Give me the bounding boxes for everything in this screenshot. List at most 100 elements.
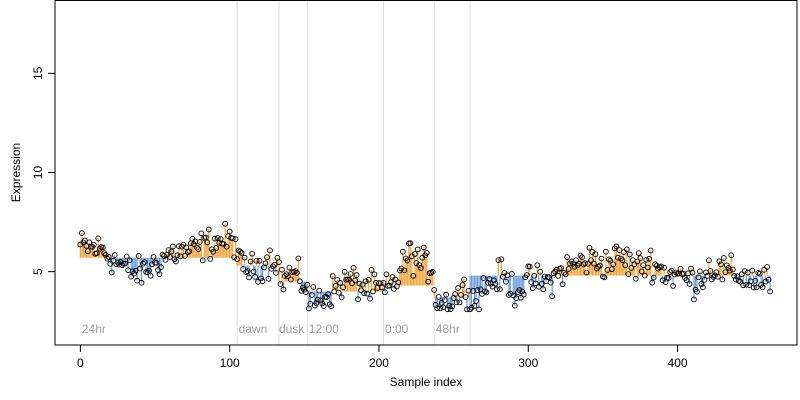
data-point [270,263,276,270]
data-point [338,294,345,301]
x-tick-label: 100 [220,356,240,370]
data-point [644,264,651,271]
phase-labels: 24hr dawn dusk 12:00 0:00 48hr [82,322,460,336]
data-point [658,263,664,270]
x-tick-label: 200 [369,356,389,370]
data-point [388,279,394,285]
data-point [174,252,181,259]
data-point [598,255,605,262]
phase-label: dawn [239,322,268,336]
data-points [77,220,773,313]
data-point [246,274,252,281]
data-point [226,228,233,235]
data-point [462,294,469,300]
data-point [444,306,451,313]
data-point [753,284,760,291]
data-point [392,276,399,283]
x-tick-label: 0 [77,356,84,370]
data-point [731,273,738,279]
data-point [435,294,442,300]
data-point [207,256,214,262]
data-point [707,268,714,274]
data-point [132,267,139,274]
data-point [606,256,612,263]
data-point [138,279,145,286]
data-point [700,284,706,291]
data-point [458,292,464,298]
data-point [122,260,129,267]
data-point [95,235,102,242]
data-point [532,280,539,287]
data-point [573,257,579,264]
data-point [359,281,366,288]
data-point [588,257,594,264]
data-point [507,290,514,297]
data-point [123,253,130,260]
data-point [308,292,315,298]
data-point [137,265,143,272]
data-point [349,280,355,287]
data-point [173,258,179,265]
data-point [489,283,496,290]
data-point [537,268,544,275]
data-point [165,247,172,253]
data-point [231,254,238,261]
data-point [332,283,339,289]
data-point [577,252,584,259]
phase-label: 0:00 [385,322,409,336]
data-point [625,271,632,277]
data-point [196,239,203,245]
data-point [761,266,768,273]
data-point [84,248,91,255]
data-point [341,268,348,275]
data-point [134,277,140,284]
data-point [726,267,733,274]
data-point [111,252,118,259]
data-point [356,280,363,287]
data-point [346,276,352,283]
data-point [594,265,600,272]
data-point [259,278,266,285]
data-point [583,269,590,276]
phase-label: 12:00 [309,322,339,336]
data-point [313,300,320,306]
data-point [256,257,263,264]
data-point [765,276,772,283]
data-point [441,297,448,303]
data-point [347,271,354,277]
data-point [764,264,770,270]
data-point [193,244,200,251]
data-point [358,287,364,294]
y-tick-label: 15 [31,66,45,80]
data-point [410,273,417,279]
data-point [517,294,524,301]
data-point [756,270,763,277]
data-point [613,243,620,250]
data-point [371,271,378,278]
data-point [564,254,570,260]
data-point [759,284,766,291]
data-point [267,247,273,254]
data-point [195,246,202,252]
y-axis: 5 10 15 [31,66,56,275]
data-point [732,276,739,283]
data-point [273,269,279,276]
data-point [395,279,402,286]
data-point [750,284,757,291]
data-point [555,272,561,279]
data-point [107,260,114,267]
data-point [635,250,642,256]
data-point [186,248,193,255]
data-point [677,265,684,272]
data-point [99,244,106,251]
x-axis-title: Sample index [390,375,463,389]
data-point [482,288,488,295]
data-point [380,279,387,286]
data-point [526,263,533,270]
data-point [105,254,112,260]
x-tick-label: 300 [518,356,538,370]
data-point [168,248,175,255]
data-point [367,295,373,302]
data-point [476,306,482,313]
data-point [459,282,466,288]
